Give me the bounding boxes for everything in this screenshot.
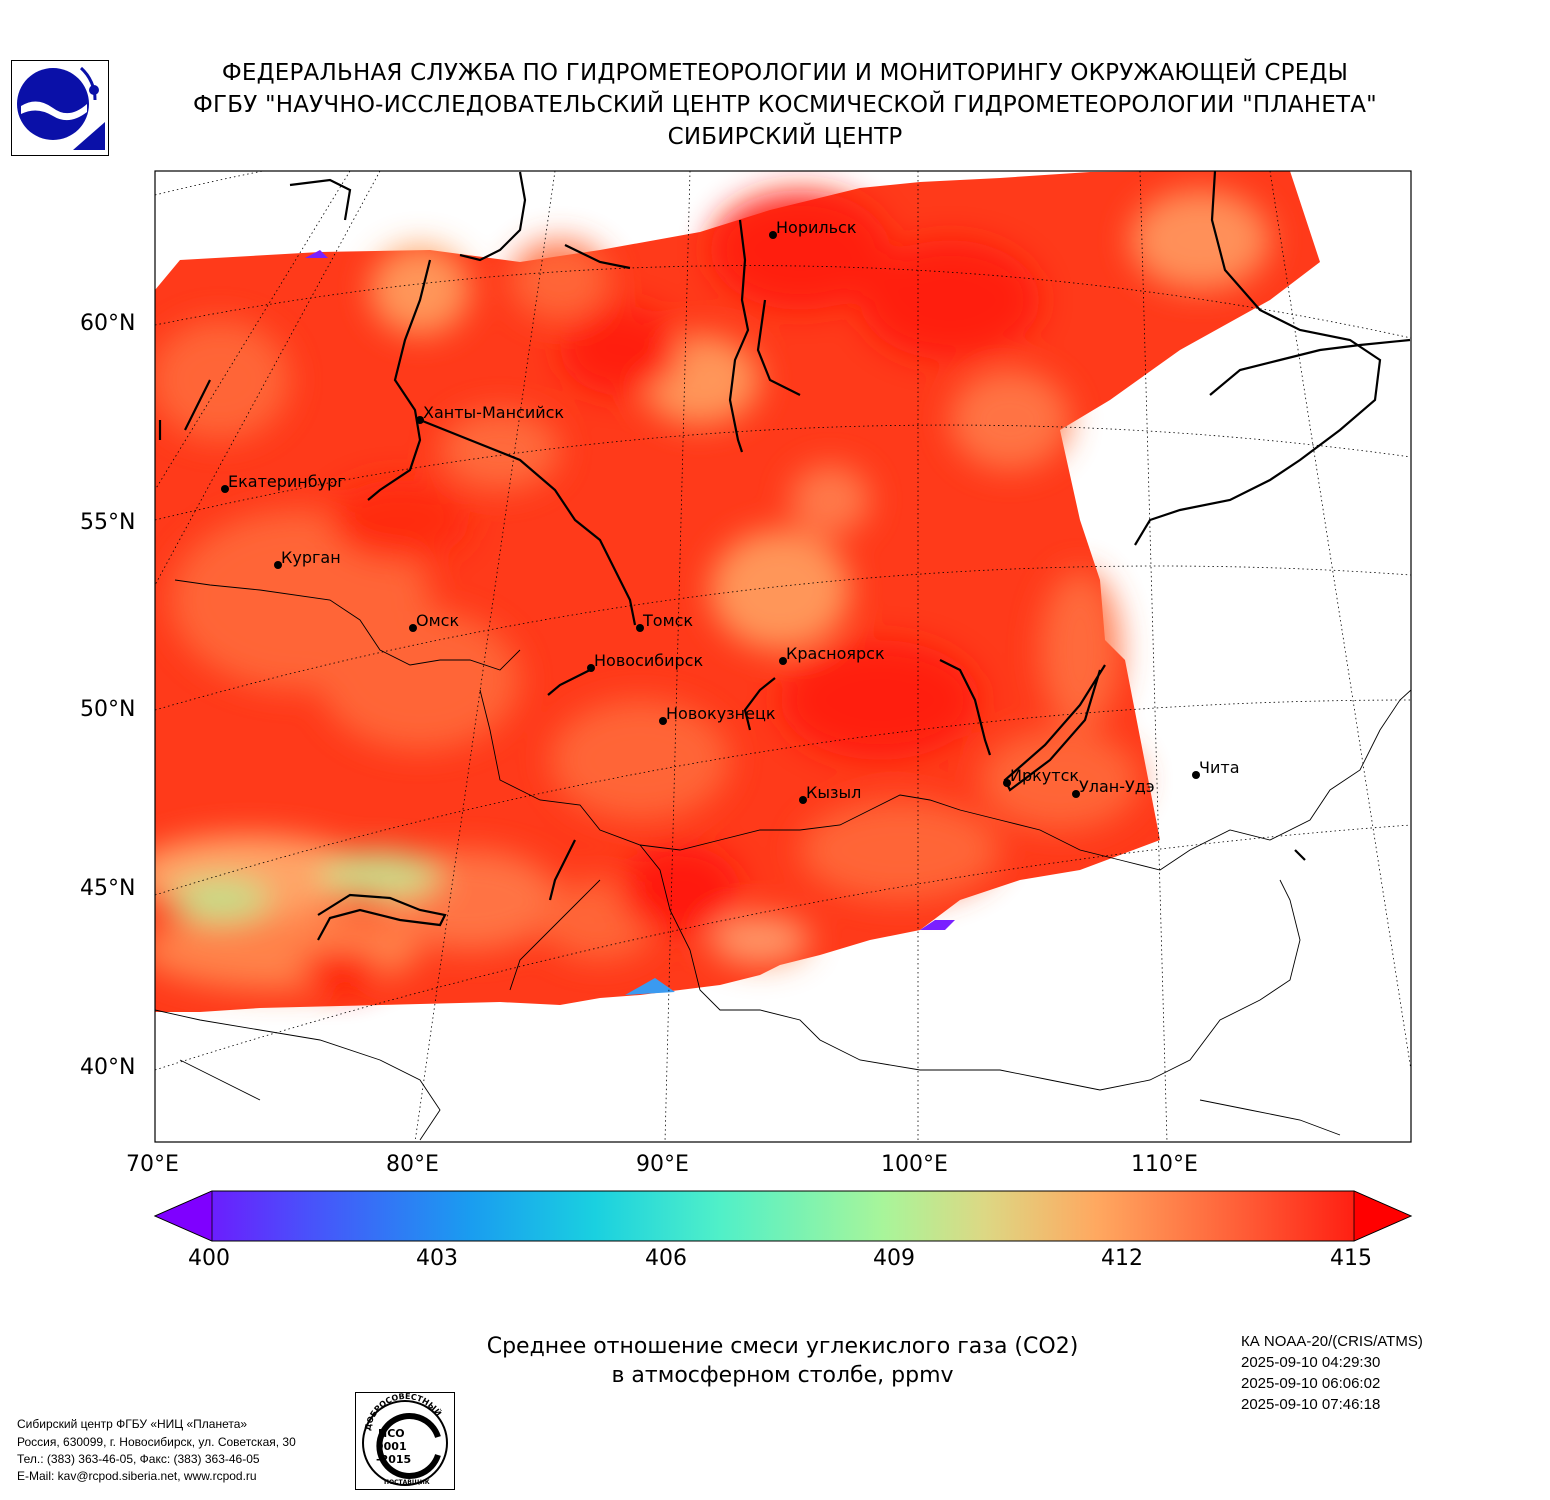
badge-number: 9001 [376, 1440, 407, 1453]
lat-label-55: 55°N [80, 510, 136, 535]
satellite-label: КА NOAA-20/(CRIS/ATMS) [1241, 1333, 1423, 1350]
city-label: Улан-Удэ [1079, 777, 1155, 796]
iso-certificate-badge: ДОБРОСОВЕСТНЫЙ ИСО 9001 -2015 ПОСТАВЩИК [355, 1392, 455, 1490]
city-marker [409, 624, 417, 632]
footer-address: Россия, 630099, г. Новосибирск, ул. Сове… [17, 1435, 296, 1449]
low-value-spot [305, 250, 328, 258]
rivers [158, 171, 1411, 941]
city-markers: Норильск Ханты-Мансийск Екатеринбург Курган… [221, 218, 1240, 804]
header-line-3: СИБИРСКИЙ ЦЕНТР [667, 124, 903, 150]
lat-label-60: 60°N [80, 311, 136, 336]
footer-org: Сибирский центр ФГБУ «НИЦ «Планета» [17, 1417, 248, 1431]
footer-phone: Тел.: (383) 363-46-05, Факс: (383) 363-4… [17, 1452, 260, 1466]
city-label: Ханты-Мансийск [423, 403, 564, 422]
city-label: Красноярск [786, 644, 885, 663]
badge-bottom-text: ПОСТАВЩИК [384, 1479, 430, 1486]
city-label: Курган [281, 548, 341, 567]
lon-label-110: 110°E [1131, 1152, 1198, 1177]
caption-line-2: в атмосферном столбе, ppmv [611, 1363, 954, 1388]
city-marker [1072, 790, 1080, 798]
city-marker [1003, 779, 1011, 787]
lon-label-100: 100°E [881, 1152, 948, 1177]
pass-time-1: 2025-09-10 04:29:30 [1241, 1354, 1381, 1371]
planeta-logo [11, 60, 109, 156]
low-value-spot [625, 978, 675, 995]
colorbar-tick-403: 403 [416, 1246, 458, 1271]
city-label: Томск [642, 611, 693, 630]
co2-map: Норильск Ханты-Мансийск Екатеринбург Курган… [154, 170, 1412, 1143]
lon-label-70: 70°E [126, 1152, 179, 1177]
city-marker [636, 624, 644, 632]
city-marker [769, 231, 777, 239]
lat-label-45: 45°N [80, 876, 136, 901]
header-line-2: ФГБУ "НАУЧНО-ИССЛЕДОВАТЕЛЬСКИЙ ЦЕНТР КОС… [193, 92, 1377, 118]
city-label: Норильск [776, 218, 857, 237]
pass-time-2: 2025-09-10 06:06:02 [1241, 1375, 1381, 1392]
colorbar-tick-409: 409 [873, 1246, 915, 1271]
lon-label-80: 80°E [386, 1152, 439, 1177]
city-label: Екатеринбург [228, 472, 346, 491]
city-marker [274, 561, 282, 569]
city-label: Омск [416, 611, 459, 630]
lat-label-50: 50°N [80, 697, 136, 722]
city-label: Новосибирск [594, 651, 703, 670]
pass-time-3: 2025-09-10 07:46:18 [1241, 1396, 1381, 1413]
colorbar-tick-415: 415 [1330, 1246, 1372, 1271]
city-marker [221, 485, 229, 493]
city-label: Кызыл [806, 783, 861, 802]
co2-field-shading [155, 190, 1270, 990]
city-marker [587, 664, 595, 672]
lon-label-90: 90°E [636, 1152, 689, 1177]
city-marker [416, 416, 424, 424]
colorbar [153, 1190, 1413, 1242]
colorbar-tick-412: 412 [1101, 1246, 1143, 1271]
city-marker [799, 796, 807, 804]
footer-email: E-Mail: kav@rcpod.siberia.net, www.rcpod… [17, 1469, 257, 1483]
map-frame [154, 170, 1412, 1143]
badge-iso: ИСО [378, 1427, 405, 1440]
city-label: Новокузнецк [666, 704, 776, 723]
colorbar-tick-406: 406 [645, 1246, 687, 1271]
city-marker [1192, 771, 1200, 779]
caption-line-1: Среднее отношение смеси углекислого газа… [486, 1334, 1079, 1359]
colorbar-tick-400: 400 [188, 1246, 230, 1271]
city-marker [659, 717, 667, 725]
borders [155, 579, 1411, 1141]
lat-label-40: 40°N [80, 1055, 136, 1080]
city-label: Иркутск [1010, 766, 1079, 785]
badge-year: -2015 [376, 1453, 411, 1466]
city-label: Чита [1199, 758, 1240, 777]
graticule [155, 171, 1411, 1142]
low-value-spot [920, 920, 955, 930]
header-line-1: ФЕДЕРАЛЬНАЯ СЛУЖБА ПО ГИДРОМЕТЕОРОЛОГИИ … [221, 60, 1349, 86]
city-marker [779, 657, 787, 665]
